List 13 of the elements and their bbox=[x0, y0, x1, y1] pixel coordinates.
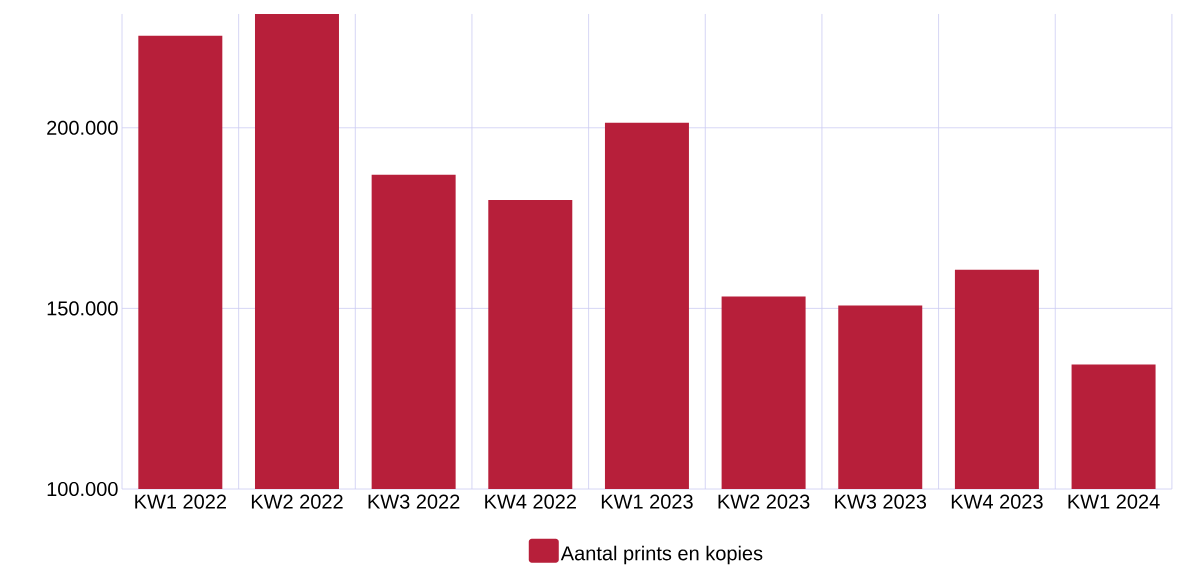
x-tick-label: KW3 2022 bbox=[368, 494, 460, 509]
x-tick-label: KW2 2022 bbox=[251, 494, 343, 509]
x-tick-label: KW4 2022 bbox=[485, 494, 576, 509]
x-tick-label: KW1 2024 bbox=[1068, 494, 1160, 509]
x-tick-label: KW2 2023 bbox=[718, 494, 810, 509]
x-tick-label: KW4 2023 bbox=[951, 494, 1043, 509]
y-tick-label: 150.000 bbox=[47, 301, 118, 316]
x-tick-label: KW1 2022 bbox=[135, 494, 226, 509]
x-tick-label: KW3 2023 bbox=[835, 494, 927, 509]
x-tick-label: KW1 2023 bbox=[601, 494, 693, 509]
legend-label: Aantal prints en kopies bbox=[560, 545, 763, 565]
y-tick-label: 200.000 bbox=[47, 120, 118, 135]
y-tick-label: 100.000 bbox=[47, 481, 118, 497]
